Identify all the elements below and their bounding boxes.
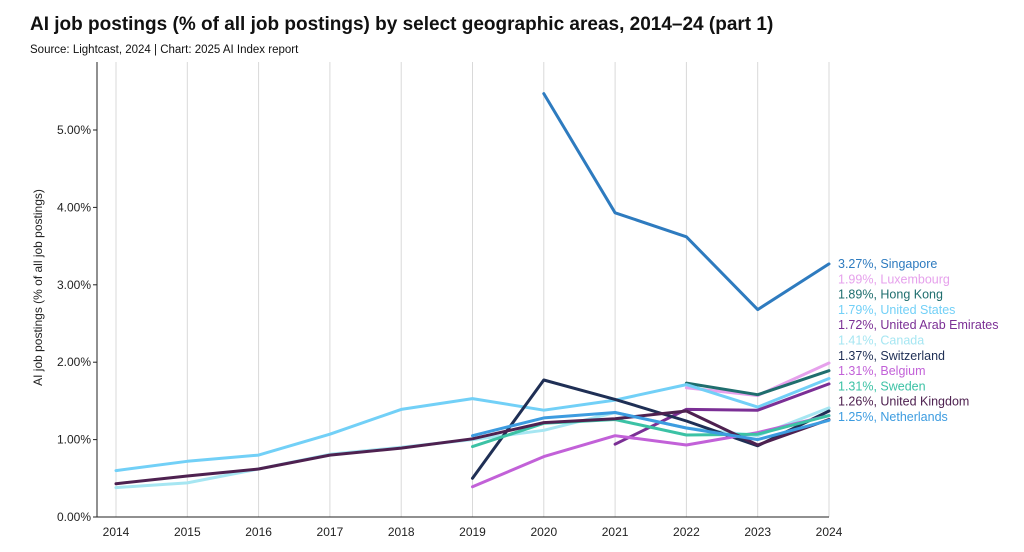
series-end-label: 1.31%, Belgium [838, 364, 926, 378]
series-end-label: 1.26%, United Kingdom [838, 395, 969, 409]
x-tick-label: 2019 [459, 525, 486, 539]
series-line [471, 411, 831, 442]
x-tick-label: 2018 [388, 525, 415, 539]
x-tick-label: 2020 [530, 525, 557, 539]
y-tick-label: 5.00% [57, 123, 91, 137]
series-line [114, 409, 831, 486]
series-end-label: 1.89%, Hong Kong [838, 288, 943, 302]
series-line [542, 92, 831, 312]
y-tick-label: 1.00% [57, 433, 91, 447]
chart-subtitle: Source: Lightcast, 2024 | Chart: 2025 AI… [30, 44, 299, 56]
x-tick-label: 2023 [744, 525, 771, 539]
series-line [114, 377, 831, 473]
x-tick-label: 2017 [317, 525, 344, 539]
x-tick-label: 2024 [816, 525, 843, 539]
series-line [684, 369, 831, 397]
y-tick-label: 4.00% [57, 200, 91, 214]
x-tick-label: 2016 [245, 525, 272, 539]
x-tick-label: 2014 [103, 525, 130, 539]
series-end-label: 1.41%, Canada [838, 334, 924, 348]
series-end-label: 3.27%, Singapore [838, 257, 937, 271]
series-end-label: 1.99%, Luxembourg [838, 272, 950, 286]
x-tick-label: 2015 [174, 525, 201, 539]
series-end-label: 1.79%, United States [838, 303, 955, 317]
y-tick-label: 0.00% [57, 510, 91, 524]
series-end-label: 1.31%, Sweden [838, 379, 926, 393]
series-line [471, 414, 831, 449]
chart-title: AI job postings (% of all job postings) … [30, 14, 774, 35]
series-end-label: 1.25%, Netherlands [838, 410, 948, 424]
x-tick-label: 2021 [602, 525, 629, 539]
series-end-label: 1.72%, United Arab Emirates [838, 318, 999, 332]
y-tick-label: 2.00% [57, 355, 91, 369]
y-tick-label: 3.00% [57, 278, 91, 292]
series-end-label: 1.37%, Switzerland [838, 349, 945, 363]
x-tick-label: 2022 [673, 525, 700, 539]
y-axis-label: AI job postings (% of all job postings) [31, 189, 45, 386]
